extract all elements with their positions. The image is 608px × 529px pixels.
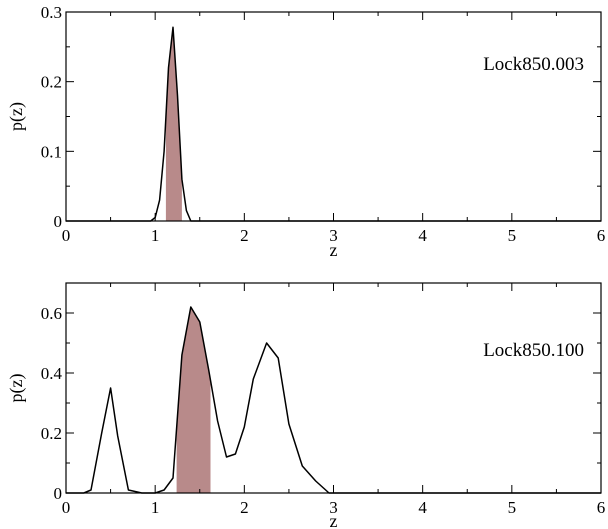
x-tick-label: 4: [418, 498, 427, 517]
x-tick-label: 6: [597, 498, 606, 517]
x-tick-label: 5: [508, 226, 517, 245]
x-tick-label: 4: [418, 226, 427, 245]
y-tick-label: 0.4: [41, 364, 63, 383]
plot-frame: [65, 11, 602, 222]
shaded-region: [176, 307, 211, 493]
shaded-region: [165, 27, 182, 221]
series-line: [66, 306, 601, 494]
x-tick-label: 2: [240, 226, 249, 245]
y-tick-label: 0: [54, 484, 63, 503]
y-tick-label: 0.2: [41, 73, 62, 92]
y-tick-label: 0.3: [41, 3, 62, 22]
x-tick-label: 5: [508, 498, 517, 517]
x-tick-label: 2: [240, 498, 249, 517]
y-tick-label: 0.2: [41, 424, 62, 443]
y-tick-label: 0.1: [41, 142, 62, 161]
x-tick-label: 0: [62, 498, 71, 517]
x-axis-label: z: [330, 240, 338, 260]
y-tick-label: 0: [54, 212, 63, 231]
plot-frame: [65, 282, 602, 494]
y-axis-label: p(z): [6, 102, 27, 131]
bottom-panel: 0 1 2 3 4 5 6 0 0.2 0.4 0.6 z p(z) Lock850.100: [6, 282, 606, 529]
x-tick-label: 3: [329, 226, 338, 245]
dataset-annotation: Lock850.100: [483, 340, 584, 361]
y-tick-label: 0.6: [41, 304, 62, 323]
x-tick-label: 0: [62, 226, 71, 245]
top-panel: 0 1 2 3 4 5 6 0 0.1 0.2 0.3 z p(z) Lock850.003: [6, 3, 605, 260]
x-tick-label: 1: [151, 498, 160, 517]
x-tick-label: 1: [151, 226, 160, 245]
x-tick-label: 6: [597, 226, 606, 245]
x-tick-label: 3: [329, 498, 338, 517]
x-axis-label: z: [330, 511, 338, 529]
dataset-annotation: Lock850.003: [483, 54, 584, 75]
y-axis-label: p(z): [6, 374, 27, 403]
